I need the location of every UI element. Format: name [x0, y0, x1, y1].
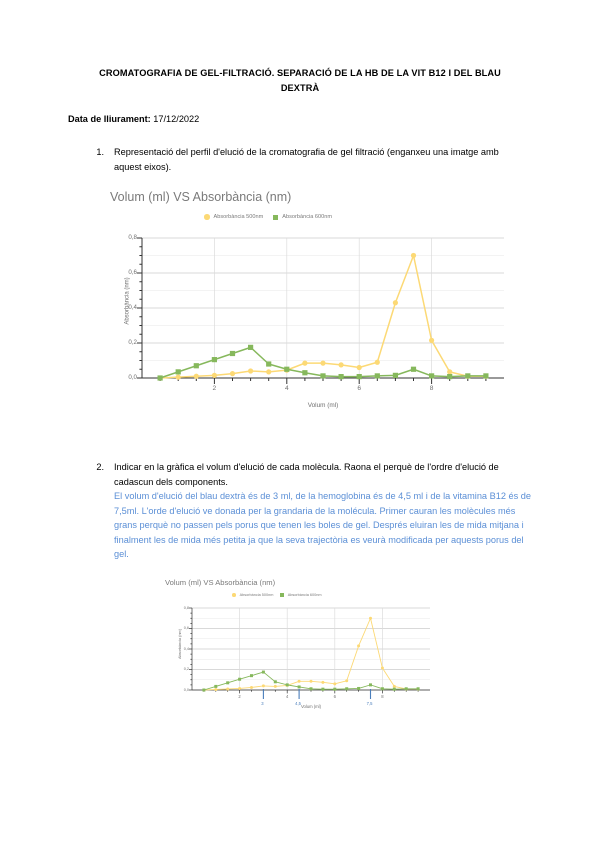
ytick-label: 0,8 — [128, 234, 137, 241]
chart-1-ylabel: Absorbància (nm) — [124, 277, 131, 325]
legend-swatch-square-icon — [273, 214, 279, 220]
delivery-date-value: 17/12/2022 — [153, 114, 200, 124]
chart-2-xlabel: Volum (ml) — [300, 704, 321, 709]
legend-item-500nm: Absorbància 500nm — [204, 214, 263, 220]
legend-label-600nm: Absorbància 600nm — [282, 214, 333, 220]
xtick-label: 2 — [212, 385, 217, 392]
legend-swatch-circle-icon — [204, 214, 210, 220]
legend-label-500nm: Absorbància 500nm — [239, 593, 274, 597]
ytick-label: 0,0 — [128, 374, 137, 381]
chart-1-title: Volum (ml) VS Absorbància (nm) — [110, 190, 292, 204]
chart-1-xlabel: Volum (ml) — [307, 402, 339, 409]
ytick-label: 0,0 — [183, 687, 189, 692]
list-item-2-text: Indicar en la gràfica el volum d'elució … — [114, 462, 499, 487]
chart-2-legend: Absorbància 500nm Absorbància 600nm — [232, 593, 322, 597]
ytick-label: 0,6 — [128, 269, 137, 276]
chart-1-svg — [137, 237, 504, 384]
legend-swatch-circle-icon — [232, 593, 236, 597]
list-item-2-answer: El volum d'elució del blau dextrà és de … — [114, 491, 531, 559]
list-item-2: 2. Indicar en la gràfica el volum d'eluc… — [86, 460, 534, 562]
ytick-label: 0,6 — [183, 626, 189, 630]
legend-item-600nm: Absorbància 600nm — [280, 593, 322, 597]
xtick-label: 6 — [357, 385, 362, 392]
list-item-1: 1. Representació del perfil d'elució de … — [86, 145, 526, 174]
svg-text:3: 3 — [261, 701, 264, 706]
legend-item-500nm: Absorbància 500nm — [232, 593, 273, 597]
ytick-label: 0,4 — [183, 646, 189, 651]
chart-2-svg: 3 4,5 7,5 — [189, 607, 430, 706]
legend-label-500nm: Absorbància 500nm — [213, 214, 264, 220]
xtick-label: 6 — [333, 694, 336, 699]
legend-swatch-square-icon — [280, 593, 284, 597]
xtick-label: 2 — [238, 694, 241, 699]
list-item-1-number: 1. — [96, 147, 104, 157]
chart-1-plot-area: Absorbància (nm) Volum (ml) 0,0 0,2 0,4 0,6… — [125, 234, 504, 409]
xtick-label: 4 — [286, 694, 289, 699]
delivery-date-label: Data de lliurament: — [68, 114, 151, 124]
chart-2-title: Volum (ml) VS Absorbància (nm) — [165, 578, 276, 587]
page-title: CROMATOGRAFIA DE GEL-FILTRACIÓ. SEPARACI… — [99, 68, 501, 93]
chart-1-legend: Absorbància 500nm Absorbància 600nm — [204, 214, 332, 220]
xtick-label: 4 — [284, 385, 289, 392]
list-item-2-number: 2. — [96, 462, 104, 472]
chart-elution-profile: Volum (ml) VS Absorbància (nm) Absorbànc… — [100, 190, 520, 435]
ytick-label: 0,8 — [183, 605, 189, 610]
delivery-date: Data de lliurament: 17/12/2022 — [68, 112, 199, 126]
legend-label-600nm: Absorbància 600nm — [287, 593, 322, 597]
xtick-label: 8 — [381, 694, 384, 699]
ytick-label: 0,4 — [128, 304, 137, 311]
list-item-1-text: Representació del perfil d'elució de la … — [114, 147, 499, 172]
chart-elution-profile-annotated: Volum (ml) VS Absorbància (nm) Absorbànc… — [160, 578, 450, 728]
ytick-label: 0,2 — [128, 339, 137, 346]
chart-2-plot-area: 3 4,5 7,5 Absorbància (nm) Volum (ml) 0,0 0… — [178, 606, 430, 709]
legend-item-600nm: Absorbància 600nm — [273, 214, 332, 220]
svg-text:7,5: 7,5 — [367, 701, 373, 706]
xtick-label: 8 — [429, 385, 434, 392]
svg-text:4,5: 4,5 — [295, 701, 301, 706]
ytick-label: 0,2 — [183, 667, 189, 671]
chart-2-ylabel: Absorbància (nm) — [177, 629, 182, 659]
